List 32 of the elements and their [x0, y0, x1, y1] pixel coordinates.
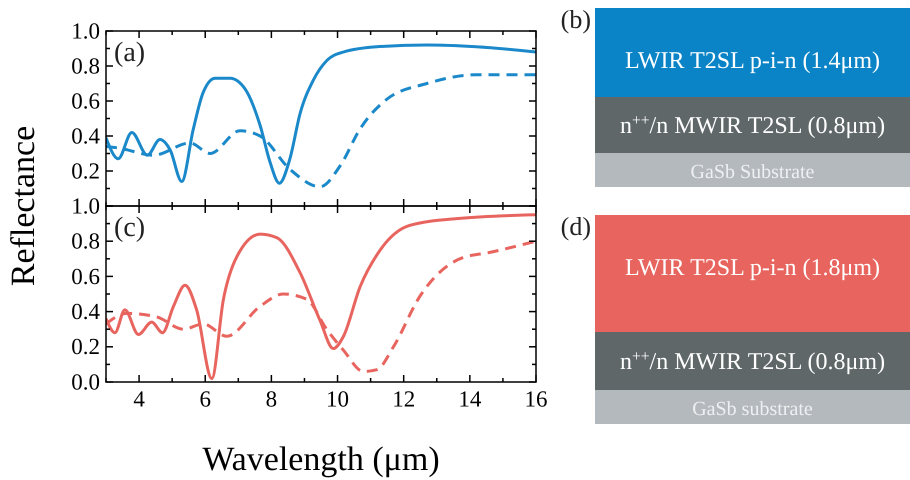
text: GaSb substrate — [692, 398, 813, 420]
text: LWIR T2SL p-i-n (1.8μm) — [624, 255, 880, 281]
y-tick-label: 0.8 — [71, 228, 100, 254]
text: (d) — [560, 212, 591, 241]
x-tick-label: 12 — [392, 386, 416, 412]
x-tick-label: 4 — [133, 386, 146, 412]
y-tick-label: 1.0 — [71, 193, 100, 218]
y-tick-label: 0.6 — [71, 88, 100, 114]
y-axis-title: Reflectance — [5, 126, 42, 286]
y-tick-label: 0.2 — [71, 158, 100, 184]
y-tick-label: 0.0 — [71, 369, 100, 394]
x-tick-label: 6 — [199, 386, 211, 412]
x-tick-label: 10 — [326, 386, 350, 412]
text: LWIR T2SL p-i-n (1.4μm) — [624, 48, 880, 74]
text: (b) — [560, 5, 591, 34]
annotation: (a) — [114, 37, 146, 68]
x-tick-label: 16 — [524, 386, 548, 412]
y-tick-label: 0.2 — [71, 334, 100, 360]
x-axis-title: Wavelength (μm) — [202, 441, 440, 478]
x-tick-label: 14 — [458, 386, 482, 412]
text: n$^{++}$/n MWIR T2SL (0.8μm) — [620, 348, 886, 375]
text: n$^{++}$/n MWIR T2SL (0.8μm) — [620, 112, 886, 139]
annotation: (c) — [114, 212, 146, 243]
y-tick-label: 0.8 — [71, 53, 100, 78]
x-tick-label: 8 — [266, 386, 278, 412]
y-tick-label: 0.4 — [71, 123, 100, 148]
text: GaSb Substrate — [690, 161, 815, 183]
y-tick-label: 0.6 — [71, 264, 100, 289]
line-series — [106, 213, 536, 380]
y-tick-label: 1.0 — [71, 18, 100, 44]
y-tick-label: 0.4 — [71, 298, 100, 324]
line-series — [106, 44, 536, 185]
